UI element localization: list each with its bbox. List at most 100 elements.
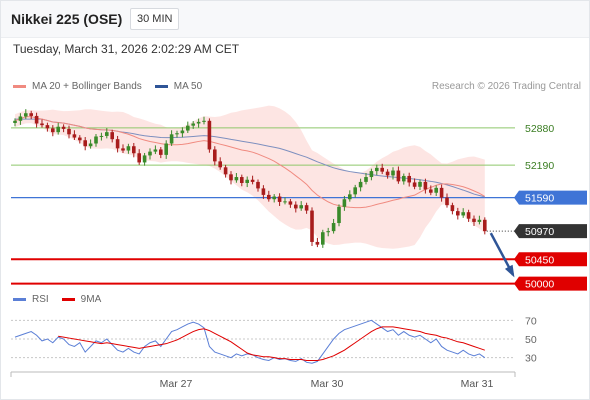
- candle: [250, 175, 255, 185]
- candle: [34, 112, 39, 128]
- candle-body: [72, 134, 77, 138]
- candle-body: [18, 116, 23, 121]
- candle-body: [250, 179, 255, 182]
- candle-body: [78, 137, 82, 141]
- candle: [321, 229, 325, 248]
- candle: [180, 127, 185, 138]
- legend-label: MA 20 + Bollinger Bands: [32, 81, 142, 92]
- candle: [153, 145, 158, 155]
- candle: [175, 130, 179, 138]
- candle: [213, 146, 217, 166]
- candle: [169, 130, 174, 146]
- candle: [56, 122, 60, 135]
- candle-body: [439, 187, 444, 198]
- candle: [18, 113, 23, 125]
- ma20-line: [14, 116, 486, 209]
- candle: [326, 227, 330, 237]
- rsi-swatch-icon: [13, 298, 26, 301]
- rsi-tick-label-50: 50: [525, 334, 537, 346]
- ma20-swatch-icon: [13, 85, 26, 88]
- candle: [202, 116, 206, 125]
- candle: [412, 178, 417, 190]
- rsi-panel: 70 50 30: [11, 315, 537, 365]
- candle-body: [326, 231, 330, 233]
- candle: [477, 215, 482, 225]
- candle-body: [186, 125, 190, 131]
- candle: [358, 178, 363, 192]
- level-tag-51590: [514, 190, 587, 205]
- candle-body: [13, 120, 17, 123]
- candle-body: [402, 175, 406, 182]
- candle: [164, 140, 168, 159]
- candle: [137, 149, 141, 165]
- candle-body: [137, 153, 141, 163]
- candle: [186, 121, 190, 133]
- candle-body: [234, 177, 239, 181]
- rsi-tick-label-30: 30: [525, 353, 537, 365]
- candle: [456, 207, 460, 220]
- candle-body: [423, 181, 428, 190]
- candle: [78, 135, 82, 144]
- candle-body: [364, 177, 368, 182]
- candle-body: [315, 241, 320, 245]
- candle: [466, 209, 471, 222]
- legend-item-9ma: 9MA: [61, 294, 101, 305]
- candle-body: [202, 120, 206, 122]
- level-label-52190: 52190: [525, 160, 554, 172]
- candle: [245, 176, 249, 188]
- candle: [380, 163, 384, 175]
- level-label-51590: 51590: [525, 193, 554, 205]
- candle-body: [115, 139, 120, 149]
- chart-header: Nikkei 225 (OSE) 30 MIN: [1, 1, 589, 38]
- candle: [115, 135, 120, 153]
- candle-body: [223, 167, 228, 175]
- candle: [99, 132, 104, 141]
- candle-body: [83, 140, 87, 147]
- candle: [105, 128, 109, 139]
- candle: [342, 195, 347, 211]
- candle: [396, 166, 401, 184]
- candle: [294, 201, 298, 213]
- candle: [132, 142, 136, 158]
- candle: [88, 139, 93, 149]
- timeframe-button[interactable]: 30 MIN: [130, 8, 180, 30]
- x-axis: Mar 27 Mar 30 Mar 31: [10, 371, 516, 390]
- candle-body: [256, 181, 260, 189]
- candle-body: [477, 219, 482, 222]
- candle-body: [412, 182, 417, 187]
- candle-body: [34, 115, 39, 124]
- candle: [418, 179, 422, 191]
- ma50-swatch-icon: [154, 85, 168, 88]
- bollinger-bands: [15, 105, 485, 249]
- candle: [83, 137, 87, 151]
- level-label-52880: 52880: [525, 123, 554, 135]
- candle-body: [24, 113, 28, 117]
- candle: [45, 122, 50, 132]
- candle: [67, 125, 71, 139]
- legend-item-ma50: MA 50: [154, 81, 202, 92]
- candle: [191, 121, 195, 129]
- datetime-label: Tuesday, March 31, 2026 2:02:29 AM CET: [13, 42, 240, 56]
- candle-body: [126, 146, 131, 151]
- candle-body: [175, 133, 179, 135]
- candle-body: [380, 167, 384, 172]
- x-tick-label: Mar 31: [461, 378, 494, 390]
- candle-body: [153, 149, 158, 152]
- candle: [299, 201, 303, 211]
- candle-body: [429, 189, 433, 193]
- candle: [375, 164, 379, 176]
- candle: [385, 169, 390, 179]
- candle-body: [67, 128, 71, 135]
- candle-body: [207, 120, 212, 150]
- candle: [337, 204, 341, 227]
- candle: [126, 143, 131, 154]
- candle-body: [272, 196, 276, 200]
- candle-body: [159, 149, 163, 155]
- rsi-ma-line: [58, 326, 485, 361]
- candle: [24, 109, 28, 119]
- candle: [229, 171, 233, 185]
- candle: [51, 125, 55, 137]
- candle-body: [196, 121, 201, 124]
